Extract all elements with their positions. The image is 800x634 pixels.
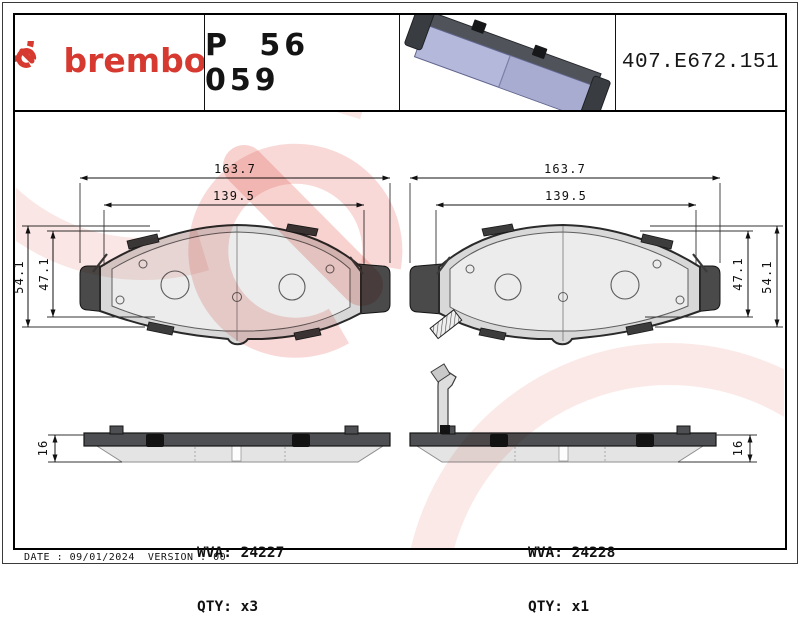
part-number-cell: P 56 059: [205, 15, 400, 110]
brake-pad-3d-image: [404, 15, 611, 110]
date-version-line: DATE : 09/01/2024 VERSION : 00: [24, 552, 227, 563]
qty-line-left: QTY: x3: [197, 598, 284, 616]
wva-line-left: WVA: 24227: [197, 544, 284, 562]
qty-label: QTY:: [197, 599, 232, 615]
brand-wordmark: brembo: [63, 41, 205, 80]
wva-label: WVA:: [528, 545, 563, 561]
wva-line-right: WVA: 24228: [528, 544, 615, 562]
brand-cell: brembo: [15, 15, 205, 110]
catalog-code-cell: 407.E672.151: [616, 15, 785, 110]
brembo-logo: brembo: [15, 40, 205, 85]
catalog-code: 407.E672.151: [621, 51, 780, 74]
datasheet-page: { "header": { "brand_wordmark": "brembo"…: [0, 0, 800, 615]
wva-value: 24228: [571, 545, 616, 561]
title-block: brembo P 56 059 407.E672.151: [15, 15, 785, 112]
qty-value: x3: [240, 599, 259, 615]
part-number: P 56 059: [205, 27, 310, 98]
wva-value: 24227: [240, 545, 285, 561]
part-info-right: WVA: 24228 QTY: x1: [528, 508, 615, 634]
part-info-left: WVA: 24227 QTY: x3: [197, 508, 284, 634]
product-image-cell: [400, 15, 616, 110]
qty-value: x1: [571, 599, 590, 615]
qty-line-right: QTY: x1: [528, 598, 615, 616]
brembo-logo-icon: [15, 40, 36, 68]
drawing-frame: brembo P 56 059 407.E672.151: [13, 13, 787, 550]
wva-label: WVA:: [197, 545, 232, 561]
qty-label: QTY:: [528, 599, 563, 615]
